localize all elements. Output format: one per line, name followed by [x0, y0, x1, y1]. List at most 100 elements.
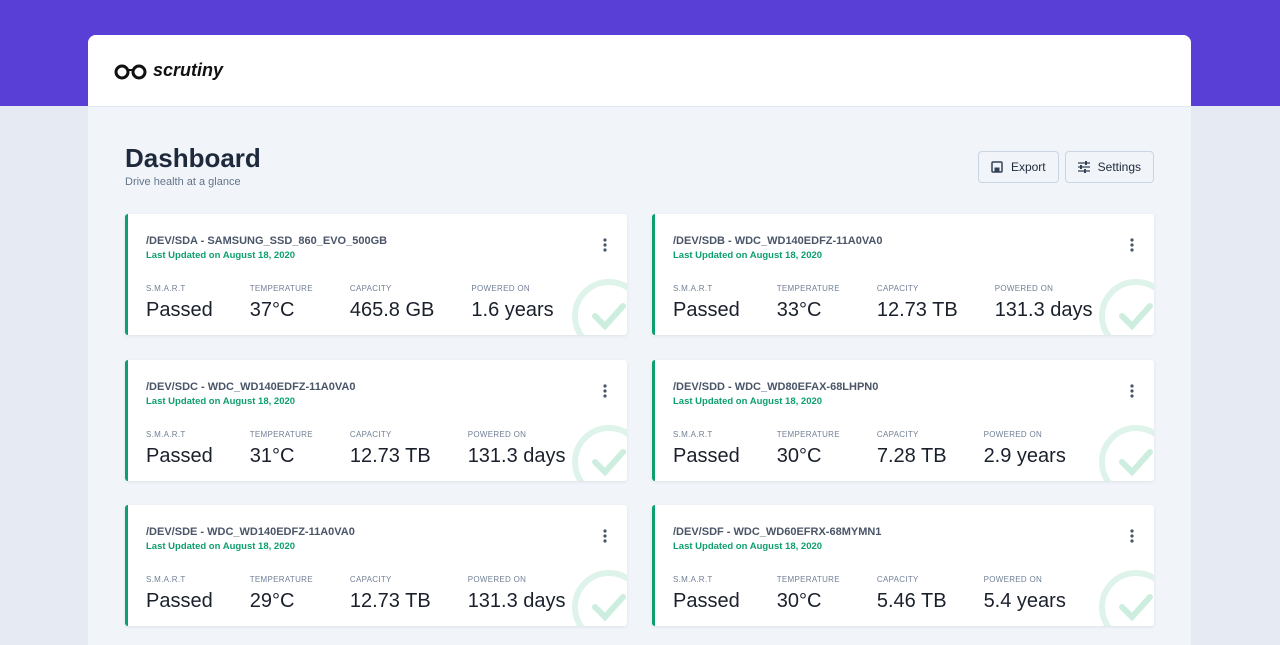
stat-label: POWERED ON: [983, 429, 1043, 439]
status-icon: [1096, 567, 1154, 626]
stat-label: TEMPERATURE: [249, 575, 313, 584]
more-menu[interactable]: [603, 383, 607, 403]
stat: CAPACITY 465.8 GB: [350, 284, 435, 322]
drive-title: /DEV/SDC - WDC_WD140EDFZ-11A0VA0: [146, 380, 356, 393]
kebab-icon: [1130, 383, 1134, 398]
stat-label: S.M.A.R.T: [673, 284, 713, 293]
stat-value: 5.46 TB: [876, 590, 947, 612]
status-icon: [569, 276, 627, 335]
stat-label: CAPACITY: [349, 429, 392, 439]
more-menu[interactable]: [1130, 238, 1134, 257]
more-menu[interactable]: [1130, 383, 1134, 403]
stat-label: POWERED ON: [983, 575, 1043, 584]
stat: POWERED ON 2.9 years: [984, 430, 1066, 468]
stat-label: CAPACITY: [876, 575, 919, 584]
stat-label: CAPACITY: [349, 284, 392, 293]
drive-card[interactable]: /DEV/SDC - WDC_WD140EDFZ-11A0VA0 Last Upd…: [125, 359, 627, 481]
stat: S.M.A.R.T Passed: [673, 430, 740, 468]
check-circle: [572, 570, 627, 626]
last-updated: Last Updated on August 18, 2020: [146, 541, 296, 552]
button-label: Export: [1010, 160, 1046, 174]
stat: POWERED ON 131.3 days: [468, 575, 566, 613]
drive-stats: S.M.A.R.T Passed TEMPERATURE 30°C CAPACITY 5.…: [673, 575, 1066, 613]
kebab-icon: [603, 383, 607, 398]
kebab-icon: [603, 238, 607, 252]
page-subtitle: Drive health at a glance: [125, 176, 241, 188]
check-circle: [572, 279, 627, 335]
check-circle: [1099, 424, 1154, 481]
stat-label: TEMPERATURE: [776, 284, 840, 293]
last-updated: Last Updated on August 18, 2020: [673, 395, 823, 407]
page-title: Dashboard: [125, 143, 261, 173]
stat-value: Passed: [673, 299, 740, 321]
drive-card[interactable]: /DEV/SDD - WDC_WD80EFAX-68LHPN0 Last Upda…: [652, 359, 1154, 481]
top-bar: scrutiny: [88, 35, 1191, 107]
more-menu[interactable]: [1130, 529, 1134, 548]
stat: S.M.A.R.T Passed: [673, 575, 740, 613]
logo-icon: [114, 64, 147, 79]
stat-value: 7.28 TB: [876, 444, 947, 467]
export-button[interactable]: Export: [977, 151, 1059, 183]
last-updated: Last Updated on August 18, 2020: [673, 250, 823, 261]
drive-stats: S.M.A.R.T Passed TEMPERATURE 37°C CAPACITY 46…: [146, 284, 554, 322]
stat-label: S.M.A.R.T: [673, 429, 713, 439]
stat-label: CAPACITY: [349, 575, 392, 584]
stat: TEMPERATURE 37°C: [250, 284, 313, 322]
stat-value: 37°C: [249, 299, 295, 321]
logo[interactable]: scrutiny: [153, 60, 224, 80]
stat-label: POWERED ON: [471, 284, 530, 293]
drive-title: /DEV/SDF - WDC_WD60EFRX-68MYMN1: [673, 526, 882, 538]
last-updated: Last Updated on August 18, 2020: [673, 541, 823, 552]
stat: POWERED ON 5.4 years: [984, 575, 1066, 613]
stat: CAPACITY 7.28 TB: [877, 430, 947, 468]
check-circle: [572, 424, 627, 481]
stat-value: 30°C: [776, 590, 822, 612]
stat: TEMPERATURE 30°C: [777, 430, 840, 468]
status-icon: [1096, 422, 1154, 481]
stat: TEMPERATURE 29°C: [250, 575, 313, 613]
drive-title: /DEV/SDA - SAMSUNG_SSD_860_EVO_500GB: [146, 235, 388, 247]
last-updated: Last Updated on August 18, 2020: [146, 250, 296, 261]
drive-stats: S.M.A.R.T Passed TEMPERATURE 33°C CAPACITY 12…: [673, 284, 1093, 322]
more-menu[interactable]: [603, 238, 607, 257]
stat-value: 131.3 days: [467, 444, 566, 467]
drive-stats: S.M.A.R.T Passed TEMPERATURE 30°C CAPACITY 7.…: [673, 430, 1066, 468]
more-menu[interactable]: [603, 529, 607, 548]
stat-value: 12.73 TB: [349, 590, 431, 612]
stat: S.M.A.R.T Passed: [146, 575, 213, 613]
stat: POWERED ON 131.3 days: [995, 284, 1093, 322]
drive-stats: S.M.A.R.T Passed TEMPERATURE 29°C CAPACITY 12…: [146, 575, 566, 613]
status-icon: [1096, 276, 1154, 335]
stat: POWERED ON 1.6 years: [471, 284, 553, 322]
settings-icon: [1077, 161, 1090, 173]
stat-value: 131.3 days: [994, 299, 1093, 321]
stat-label: POWERED ON: [467, 429, 527, 439]
stat-label: CAPACITY: [876, 429, 919, 439]
stat-value: Passed: [673, 444, 740, 467]
stat-label: POWERED ON: [994, 284, 1054, 293]
stat: POWERED ON 131.3 days: [468, 430, 566, 468]
drive-title: /DEV/SDB - WDC_WD140EDFZ-11A0VA0: [673, 235, 883, 247]
status-icon: [569, 422, 627, 481]
button-label: Settings: [1097, 160, 1141, 174]
stat-value: 2.9 years: [983, 444, 1066, 467]
drive-card[interactable]: /DEV/SDA - SAMSUNG_SSD_860_EVO_500GB Last…: [125, 214, 627, 335]
settings-button[interactable]: Settings: [1064, 151, 1154, 183]
stat-label: S.M.A.R.T: [673, 575, 713, 584]
status-icon: [569, 567, 627, 626]
stat-label: POWERED ON: [467, 575, 527, 584]
stat: S.M.A.R.T Passed: [673, 284, 740, 322]
actions: Export Settings: [977, 151, 1154, 183]
stat-value: 12.73 TB: [349, 444, 431, 467]
drive-card[interactable]: /DEV/SDB - WDC_WD140EDFZ-11A0VA0 Last Upd…: [652, 214, 1154, 335]
drive-card[interactable]: /DEV/SDF - WDC_WD60EFRX-68MYMN1 Last Upda…: [652, 505, 1154, 626]
stat-value: 465.8 GB: [349, 299, 435, 321]
stat-value: Passed: [146, 590, 213, 612]
drive-title: /DEV/SDD - WDC_WD80EFAX-68LHPN0: [673, 380, 879, 393]
stat-value: Passed: [673, 590, 740, 612]
save-icon: [991, 161, 1003, 173]
stat-value: 29°C: [249, 590, 295, 612]
drive-card[interactable]: /DEV/SDE - WDC_WD140EDFZ-11A0VA0 Last Upd…: [125, 505, 627, 626]
app-shell: scrutiny Dashboard Drive health at a gla…: [88, 35, 1191, 645]
